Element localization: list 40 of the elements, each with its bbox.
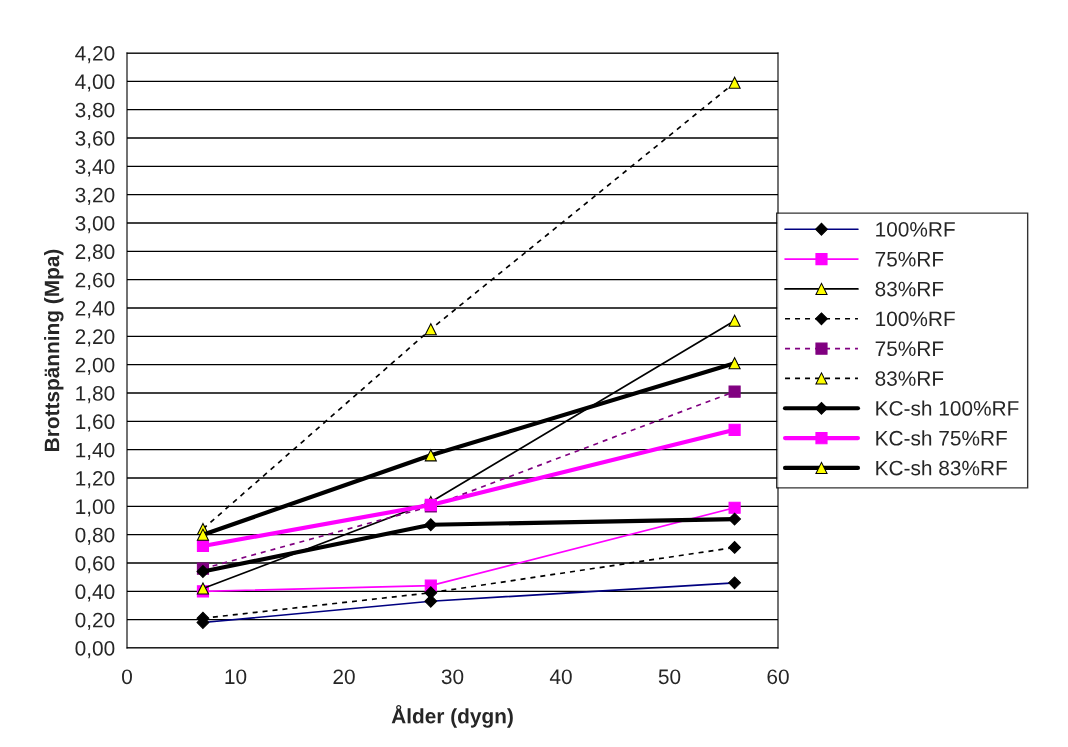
legend-label: 75%RF — [875, 251, 944, 267]
y-tick-label: 0,80 — [75, 527, 115, 545]
legend-label: 100%RF — [876, 311, 955, 327]
y-tick-label: 0,00 — [75, 641, 115, 659]
y-tick-label: 3,00 — [75, 216, 115, 234]
x-tick-label: 50 — [658, 669, 681, 685]
y-tick-label: 3,20 — [75, 187, 115, 205]
y-tick-label: 2,00 — [75, 357, 115, 375]
x-tick-label: 40 — [549, 669, 572, 685]
y-tick-label: 3,60 — [75, 131, 115, 149]
y-tick-label: 1,40 — [76, 442, 115, 460]
y-axis-title: Brottspänning (Mpa) — [44, 249, 64, 451]
y-tick-label: 3,40 — [75, 159, 115, 177]
legend-label: 100%RF — [876, 221, 955, 237]
x-tick-label: 30 — [441, 669, 464, 685]
legend-label: 83%RF — [875, 371, 944, 386]
x-tick-label: 0 — [122, 669, 132, 685]
y-tick-label: 1,20 — [76, 471, 115, 489]
legend-label: 83%RF — [875, 281, 944, 297]
y-tick-label: 3,80 — [75, 102, 115, 120]
y-tick-label: 2,60 — [75, 272, 115, 290]
legend-label: KC-sh 75%RF — [876, 430, 1007, 446]
y-tick-label: 1,60 — [76, 414, 115, 432]
y-tick-label: 1,00 — [76, 499, 115, 517]
y-tick-label: 4,20 — [75, 46, 115, 64]
legend-label: KC-sh 100%RF — [876, 400, 1019, 416]
y-tick-label: 2,80 — [75, 244, 115, 262]
legend-label: 75%RF — [875, 341, 944, 357]
y-tick-label: 2,40 — [75, 301, 115, 319]
x-tick-label: 20 — [333, 669, 355, 685]
y-tick-label: 1,80 — [76, 386, 115, 404]
y-tick-label: 4,00 — [75, 74, 115, 92]
y-tick-label: 0,60 — [75, 556, 115, 574]
y-tick-label: 0,20 — [75, 612, 115, 630]
x-tick-label: 60 — [767, 669, 789, 685]
y-tick-label: 2,20 — [75, 329, 115, 347]
x-axis-title: Ålder (dygn) — [391, 704, 513, 728]
legend-label: KC-sh 83%RF — [876, 460, 1007, 476]
y-tick-label: 0,40 — [75, 584, 115, 602]
x-tick-label: 10 — [225, 669, 247, 685]
